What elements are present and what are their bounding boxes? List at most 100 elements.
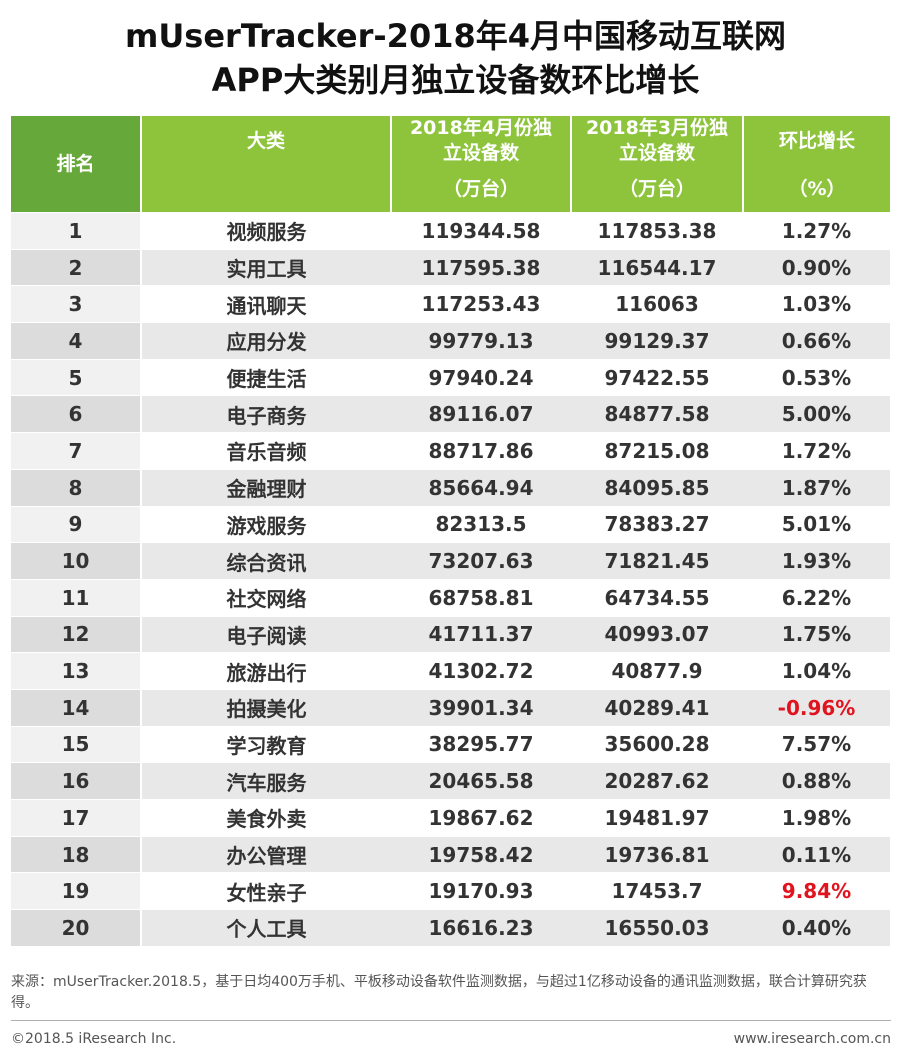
growth-cell: 1.27% bbox=[743, 212, 890, 250]
apr-devices-cell: 20465.58 bbox=[391, 762, 571, 800]
category-cell: 应用分发 bbox=[141, 322, 391, 360]
growth-cell: 1.03% bbox=[743, 285, 890, 323]
apr-devices-cell: 119344.58 bbox=[391, 212, 571, 250]
header-mar-line1: 2018年3月份独 bbox=[585, 117, 729, 139]
page-title: mUserTracker-2018年4月中国移动互联网 APP大类别月独立设备数… bbox=[0, 14, 911, 102]
rank-cell: 7 bbox=[11, 432, 142, 470]
category-cell: 拍摄美化 bbox=[141, 688, 391, 727]
table-row: 10 综合资讯 73207.63 71821.45 1.93% bbox=[11, 542, 890, 580]
category-cell: 旅游出行 bbox=[141, 652, 391, 690]
apr-devices-cell: 19758.42 bbox=[391, 835, 571, 873]
mar-devices-cell: 17453.7 bbox=[571, 872, 743, 910]
header-growth-unit: （%） bbox=[743, 166, 890, 213]
mar-devices-cell: 99129.37 bbox=[571, 322, 743, 360]
mar-devices-cell: 116544.17 bbox=[571, 248, 743, 286]
category-cell: 社交网络 bbox=[141, 578, 391, 617]
growth-cell: 9.84% bbox=[743, 872, 890, 910]
ranking-table: 排名 大类 2018年4月份独 立设备数 2018年3月份独 立设备数 环比增长… bbox=[11, 116, 890, 946]
growth-cell: 1.04% bbox=[743, 652, 890, 690]
growth-cell: 1.87% bbox=[743, 468, 890, 506]
header-apr: 2018年4月份独 立设备数 bbox=[391, 116, 572, 166]
header-category-blank bbox=[141, 166, 392, 213]
table-body: 1 视频服务 119344.58 117853.38 1.27% 2 实用工具 117595.… bbox=[11, 212, 890, 946]
table-row: 13 旅游出行 41302.72 40877.9 1.04% bbox=[11, 652, 890, 690]
category-cell: 办公管理 bbox=[141, 835, 391, 873]
header-category-label: 大类 bbox=[246, 129, 285, 152]
apr-devices-cell: 117253.43 bbox=[391, 285, 571, 323]
table-row: 6 电子商务 89116.07 84877.58 5.00% bbox=[11, 395, 890, 433]
table-row: 17 美食外卖 19867.62 19481.97 1.98% bbox=[11, 799, 890, 837]
footer-divider bbox=[11, 1020, 891, 1021]
rank-cell: 19 bbox=[11, 872, 142, 910]
apr-devices-cell: 39901.34 bbox=[391, 688, 571, 727]
rank-cell: 11 bbox=[11, 578, 142, 617]
category-cell: 美食外卖 bbox=[141, 799, 391, 837]
header-growth: 环比增长 bbox=[743, 116, 890, 166]
apr-devices-cell: 68758.81 bbox=[391, 578, 571, 617]
header-rank: 排名 bbox=[11, 116, 142, 213]
table-row: 14 拍摄美化 39901.34 40289.41 -0.96% bbox=[11, 688, 890, 727]
title-line-1: mUserTracker-2018年4月中国移动互联网 bbox=[124, 17, 787, 55]
growth-cell: 1.93% bbox=[743, 542, 890, 580]
category-cell: 金融理财 bbox=[141, 468, 391, 506]
rank-cell: 1 bbox=[11, 212, 142, 250]
apr-devices-cell: 19170.93 bbox=[391, 872, 571, 910]
mar-devices-cell: 78383.27 bbox=[571, 505, 743, 543]
apr-devices-cell: 85664.94 bbox=[391, 468, 571, 506]
mar-devices-cell: 40289.41 bbox=[571, 688, 743, 727]
category-cell: 便捷生活 bbox=[141, 358, 391, 396]
mar-devices-cell: 16550.03 bbox=[571, 909, 743, 946]
growth-cell: 1.98% bbox=[743, 799, 890, 837]
category-cell: 电子阅读 bbox=[141, 615, 391, 653]
mar-devices-cell: 87215.08 bbox=[571, 432, 743, 470]
table-row: 7 音乐音频 88717.86 87215.08 1.72% bbox=[11, 432, 890, 470]
apr-devices-cell: 88717.86 bbox=[391, 432, 571, 470]
table-row: 18 办公管理 19758.42 19736.81 0.11% bbox=[11, 835, 890, 873]
growth-cell: 0.90% bbox=[743, 248, 890, 286]
mar-devices-cell: 116063 bbox=[571, 285, 743, 323]
source-note: 来源：mUserTracker.2018.5，基于日均400万手机、平板移动设备… bbox=[11, 974, 867, 1011]
header-apr-line2: 立设备数 bbox=[442, 142, 519, 164]
website: www.iresearch.com.cn bbox=[733, 1031, 891, 1047]
header-category: 大类 bbox=[141, 116, 392, 166]
growth-cell: 1.75% bbox=[743, 615, 890, 653]
rank-cell: 20 bbox=[11, 909, 142, 946]
apr-devices-cell: 89116.07 bbox=[391, 395, 571, 433]
header-row: 排名 大类 2018年4月份独 立设备数 2018年3月份独 立设备数 环比增长 bbox=[11, 116, 890, 213]
apr-devices-cell: 73207.63 bbox=[391, 542, 571, 580]
apr-devices-cell: 97940.24 bbox=[391, 358, 571, 396]
mar-devices-cell: 84095.85 bbox=[571, 468, 743, 506]
category-cell: 游戏服务 bbox=[141, 505, 391, 543]
table-row: 3 通讯聊天 117253.43 116063 1.03% bbox=[11, 285, 890, 323]
mar-devices-cell: 40993.07 bbox=[571, 615, 743, 653]
table-row: 5 便捷生活 97940.24 97422.55 0.53% bbox=[11, 358, 890, 396]
apr-devices-cell: 38295.77 bbox=[391, 725, 571, 763]
rank-cell: 16 bbox=[11, 762, 142, 800]
mar-devices-cell: 20287.62 bbox=[571, 762, 743, 800]
mar-devices-cell: 19736.81 bbox=[571, 835, 743, 873]
growth-cell: 0.11% bbox=[743, 835, 890, 873]
mar-devices-cell: 71821.45 bbox=[571, 542, 743, 580]
category-cell: 女性亲子 bbox=[141, 872, 391, 910]
rank-cell: 13 bbox=[11, 652, 142, 690]
rank-cell: 5 bbox=[11, 358, 142, 396]
apr-devices-cell: 41711.37 bbox=[391, 615, 571, 653]
rank-cell: 17 bbox=[11, 799, 142, 837]
apr-devices-cell: 99779.13 bbox=[391, 322, 571, 360]
growth-cell: 5.01% bbox=[743, 505, 890, 543]
mar-devices-cell: 84877.58 bbox=[571, 395, 743, 433]
table-row: 12 电子阅读 41711.37 40993.07 1.75% bbox=[11, 615, 890, 653]
header-unit-row: （万台） （万台） （%） bbox=[11, 166, 890, 213]
mar-devices-cell: 19481.97 bbox=[571, 799, 743, 837]
growth-cell: 0.53% bbox=[743, 358, 890, 396]
category-cell: 音乐音频 bbox=[141, 432, 391, 470]
rank-cell: 10 bbox=[11, 542, 142, 580]
category-cell: 电子商务 bbox=[141, 395, 391, 433]
category-cell: 通讯聊天 bbox=[141, 285, 391, 323]
category-cell: 综合资讯 bbox=[141, 542, 391, 580]
mar-devices-cell: 40877.9 bbox=[571, 652, 743, 690]
rank-cell: 9 bbox=[11, 505, 142, 543]
growth-cell: 7.57% bbox=[743, 725, 890, 763]
apr-devices-cell: 41302.72 bbox=[391, 652, 571, 690]
rank-cell: 18 bbox=[11, 835, 142, 873]
